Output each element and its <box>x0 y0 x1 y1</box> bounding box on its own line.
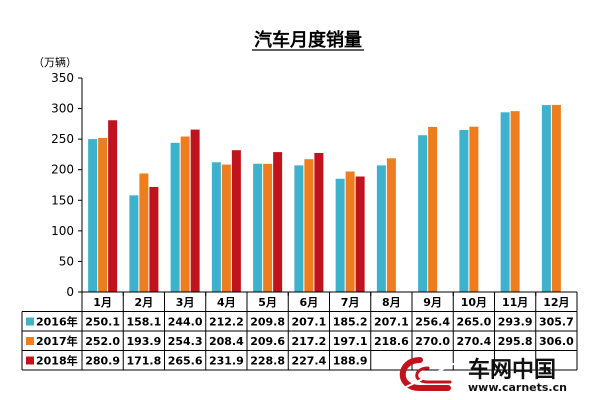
bar-2-7 <box>345 171 355 292</box>
bar-2-5 <box>263 163 273 292</box>
data-label-2-2: 193.9 <box>126 335 161 348</box>
data-label-2-4: 208.4 <box>209 335 244 348</box>
y-axis-unit-label: （万辆） <box>33 55 77 69</box>
bar-2-12 <box>551 104 561 293</box>
y-tick-label-6: 250 <box>51 132 74 146</box>
bar-2-11 <box>510 111 520 292</box>
data-label-2-12: 306.0 <box>539 335 574 348</box>
legend-label-2: 2017年 <box>36 334 78 348</box>
data-label-1-10: 265.0 <box>456 316 491 329</box>
data-label-3-6: 227.4 <box>291 355 326 368</box>
legend-swatch-1 <box>26 317 34 326</box>
bar-1-7 <box>335 178 345 292</box>
x-tick-label-11: 11月 <box>502 296 528 309</box>
data-label-2-3: 254.3 <box>168 335 203 348</box>
x-tick-label-12: 12月 <box>543 296 569 309</box>
bar-3-7 <box>355 176 365 292</box>
data-label-1-12: 305.7 <box>539 316 574 329</box>
y-tick-label-3: 100 <box>51 224 74 238</box>
data-label-3-3: 265.6 <box>168 355 203 368</box>
watermark: 车网中国 www.carnets.cn <box>399 355 567 394</box>
bar-1-11 <box>500 112 510 292</box>
y-tick-label-7: 300 <box>51 102 74 116</box>
data-label-2-7: 197.1 <box>333 335 368 348</box>
legend-label-3: 2018年 <box>36 354 78 368</box>
x-tick-label-7: 7月 <box>341 296 360 309</box>
bar-3-1 <box>108 120 118 292</box>
x-tick-label-9: 9月 <box>423 296 442 309</box>
bar-1-2 <box>129 195 139 292</box>
legend-label-1: 2016年 <box>36 315 78 329</box>
bar-1-4 <box>211 162 221 292</box>
bar-3-2 <box>149 186 159 292</box>
data-label-2-9: 270.0 <box>415 335 450 348</box>
watermark-logo-text: 车网中国 <box>468 357 556 383</box>
bar-2-3 <box>180 136 190 292</box>
y-tick-label-4: 150 <box>51 193 74 207</box>
bar-2-8 <box>386 158 396 292</box>
chart-title-group: 汽车月度销量 <box>252 29 364 51</box>
data-label-1-11: 293.9 <box>498 316 533 329</box>
bars-layer <box>88 104 561 293</box>
data-label-1-2: 158.1 <box>126 316 161 329</box>
y-tick-label-8: 350 <box>51 71 74 85</box>
data-label-1-6: 207.1 <box>291 316 326 329</box>
x-tick-label-5: 5月 <box>258 296 277 309</box>
bar-3-6 <box>314 152 324 292</box>
data-label-3-1: 280.9 <box>85 355 120 368</box>
data-label-2-10: 270.4 <box>456 335 491 348</box>
bar-3-5 <box>273 152 283 292</box>
legend-swatch-2 <box>26 337 34 345</box>
x-tick-label-8: 8月 <box>382 296 401 309</box>
y-tick-label-2: 50 <box>59 254 74 268</box>
data-label-1-9: 256.4 <box>415 316 450 329</box>
legend-swatch-3 <box>26 356 34 365</box>
bar-2-9 <box>428 126 438 292</box>
x-tick-label-6: 6月 <box>300 296 319 309</box>
y-tick-label-1: 0 <box>66 285 74 299</box>
data-label-3-4: 231.9 <box>209 355 244 368</box>
data-label-1-5: 209.8 <box>250 316 285 329</box>
bar-3-3 <box>190 129 200 292</box>
data-label-1-1: 250.1 <box>85 316 120 329</box>
data-table: 1月 2月 3月 4月 5月 6月 7月 8月 9月 10月 11月 12月 2016年 250.1 158… <box>21 291 578 371</box>
bar-2-4 <box>221 164 231 292</box>
y-tick-label-5: 200 <box>51 163 74 177</box>
chart-title: 汽车月度销量 <box>254 29 362 51</box>
bar-2-1 <box>98 137 108 292</box>
data-label-2-11: 295.8 <box>498 335 533 348</box>
bar-1-10 <box>459 129 469 292</box>
data-label-1-7: 185.2 <box>333 316 368 329</box>
bar-2-10 <box>469 126 479 292</box>
x-tick-label-2: 2月 <box>135 296 154 309</box>
data-label-1-3: 244.0 <box>168 316 203 329</box>
data-label-2-1: 252.0 <box>85 335 120 348</box>
bar-2-6 <box>304 159 314 292</box>
watermark-url-text: www.carnets.cn <box>468 381 567 394</box>
x-tick-label-10: 10月 <box>461 296 487 309</box>
bar-3-4 <box>231 150 241 292</box>
bar-1-9 <box>418 135 428 292</box>
data-label-3-5: 228.8 <box>250 355 285 368</box>
data-label-3-7: 188.9 <box>333 355 368 368</box>
bar-1-8 <box>376 165 386 292</box>
bar-1-3 <box>170 142 180 292</box>
x-tick-label-4: 4月 <box>217 296 236 309</box>
data-label-2-5: 209.6 <box>250 335 285 348</box>
x-tick-label-3: 3月 <box>176 296 195 309</box>
carnets-logo-icon <box>399 355 471 391</box>
data-label-2-6: 217.2 <box>291 335 326 348</box>
data-label-1-8: 207.1 <box>374 316 409 329</box>
x-tick-label-1: 1月 <box>93 296 112 309</box>
data-label-2-8: 218.6 <box>374 335 409 348</box>
bar-1-12 <box>541 105 551 292</box>
bar-1-1 <box>88 139 98 292</box>
bar-2-2 <box>139 173 149 292</box>
data-label-1-4: 212.2 <box>209 316 244 329</box>
bar-1-5 <box>253 163 263 292</box>
bar-1-6 <box>294 165 304 292</box>
data-label-3-2: 171.8 <box>126 355 161 368</box>
